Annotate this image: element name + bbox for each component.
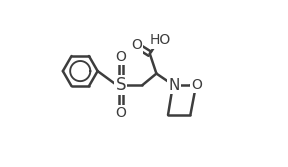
Text: O: O xyxy=(115,50,126,64)
Text: HO: HO xyxy=(150,33,171,47)
Text: O: O xyxy=(115,106,126,120)
Text: O: O xyxy=(192,78,202,92)
Text: S: S xyxy=(115,76,126,94)
Text: N: N xyxy=(168,78,179,93)
Text: O: O xyxy=(131,38,142,52)
